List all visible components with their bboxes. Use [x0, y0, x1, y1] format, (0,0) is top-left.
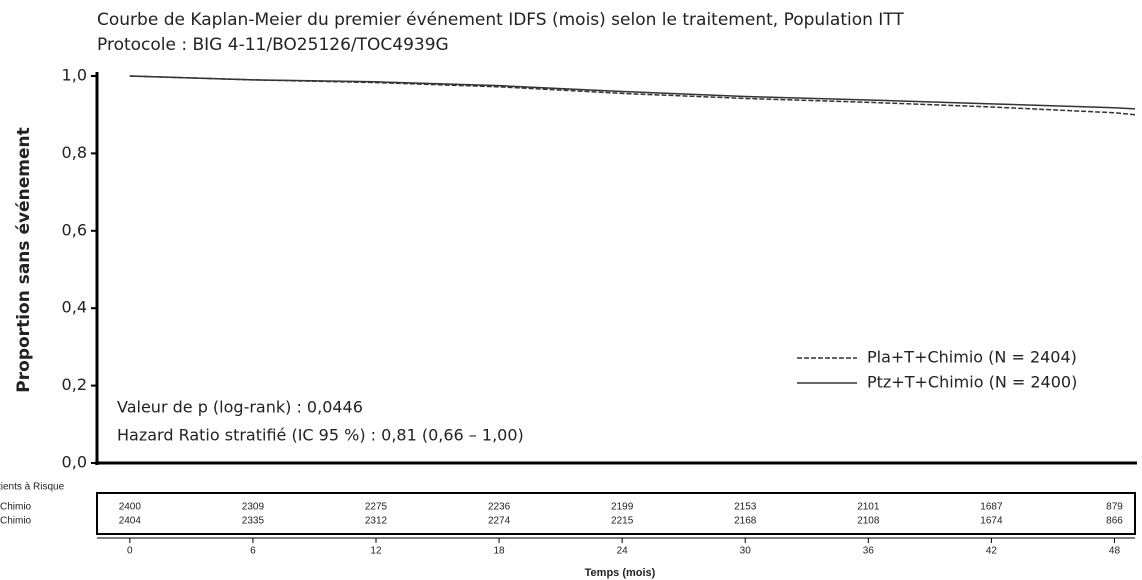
annotation: Hazard Ratio stratifié (IC 95 %) : 0,81 … — [117, 426, 524, 445]
risk-value: 2215 — [611, 516, 634, 527]
risk-value: 2101 — [857, 502, 880, 513]
risk-row-label: Chimio — [0, 502, 32, 513]
risk-value: 2108 — [857, 516, 880, 527]
risk-value: 2153 — [734, 502, 757, 513]
risk-value: 1674 — [980, 516, 1003, 527]
risk-table-title: tients à Risque — [0, 482, 65, 493]
risk-value: 866 — [1106, 516, 1123, 527]
x-tick-label: 0 — [127, 546, 133, 557]
y-tick-label: 0,8 — [62, 143, 87, 162]
y-tick-label: 0,0 — [62, 453, 87, 472]
x-tick-label: 42 — [986, 546, 998, 557]
survival-curve — [129, 75, 1136, 110]
x-tick-label: 12 — [370, 546, 382, 557]
risk-value: 2236 — [488, 502, 511, 513]
x-tick-label: 24 — [617, 546, 629, 557]
x-tick-label: 18 — [494, 546, 506, 557]
risk-value: 879 — [1106, 502, 1123, 513]
risk-value: 2312 — [365, 516, 388, 527]
risk-value: 2400 — [119, 502, 142, 513]
risk-value: 2335 — [242, 516, 265, 527]
y-tick-label: 0,2 — [62, 375, 87, 394]
risk-value: 2404 — [119, 516, 142, 527]
risk-row-label: Chimio — [0, 516, 32, 527]
chart-subtitle: Protocole : BIG 4-11/BO25126/TOC4939G — [97, 35, 449, 55]
risk-value: 1687 — [980, 502, 1003, 513]
y-tick-label: 1,0 — [62, 66, 87, 85]
x-axis-label: Temps (mois) — [585, 567, 656, 579]
legend-label: Pla+T+Chimio (N = 2404) — [867, 348, 1077, 367]
legend-label: Ptz+T+Chimio (N = 2400) — [867, 373, 1077, 392]
y-tick-label: 0,4 — [62, 298, 87, 317]
x-tick-label: 48 — [1109, 546, 1121, 557]
x-tick-label: 36 — [863, 546, 875, 557]
risk-value: 2275 — [365, 502, 388, 513]
y-tick-label: 0,6 — [62, 220, 87, 239]
x-tick-label: 30 — [740, 546, 752, 557]
survival-curve — [129, 75, 1136, 116]
risk-value: 2168 — [734, 516, 757, 527]
risk-value: 2199 — [611, 502, 634, 513]
risk-table-box — [96, 492, 1136, 535]
y-axis-label: Proportion sans événement — [14, 127, 34, 392]
x-tick-label: 6 — [250, 546, 256, 557]
risk-value: 2309 — [242, 502, 265, 513]
chart-title: Courbe de Kaplan-Meier du premier événem… — [97, 10, 904, 30]
annotation: Valeur de p (log-rank) : 0,0446 — [117, 398, 363, 417]
risk-value: 2274 — [488, 516, 511, 527]
